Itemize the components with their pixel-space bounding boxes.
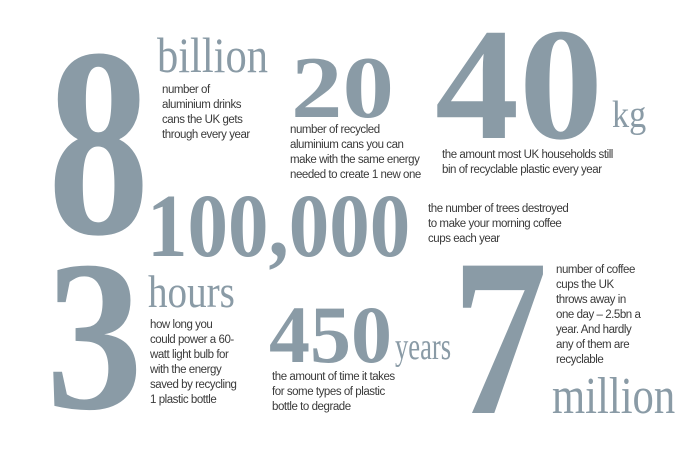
stat-unit-million: million xyxy=(552,368,676,425)
stat-desc-recycled-cans: number of recycled aluminium cans you ca… xyxy=(290,124,421,181)
stat-number-450: 450 xyxy=(269,289,392,380)
stat-number-20: 20 xyxy=(291,40,394,137)
stat-number-100000: 100,000 xyxy=(147,177,411,276)
stat-number-40: 40 xyxy=(435,0,603,173)
stat-desc-plastic: the amount most UK households still bin … xyxy=(442,149,613,176)
stat-unit-years: years xyxy=(395,326,452,368)
stat-unit-billion: billion xyxy=(157,27,268,83)
stat-desc-trees: the number of trees destroyed to make yo… xyxy=(428,203,569,245)
stat-desc-degrade: the amount of time it takes for some typ… xyxy=(272,371,395,413)
stat-number-7: 7 xyxy=(452,212,548,454)
stat-desc-cans: number of aluminium drinks cans the UK g… xyxy=(162,84,250,141)
stat-number-3: 3 xyxy=(46,216,143,454)
stat-unit-hours: hours xyxy=(148,266,235,317)
stat-desc-light-bulb: how long you could power a 60- watt ligh… xyxy=(150,319,237,406)
stat-desc-coffee-cups: number of coffee cups the UK throws away… xyxy=(556,264,641,366)
stat-unit-kg: kg xyxy=(612,94,647,136)
stat-number-8: 8 xyxy=(48,0,150,292)
